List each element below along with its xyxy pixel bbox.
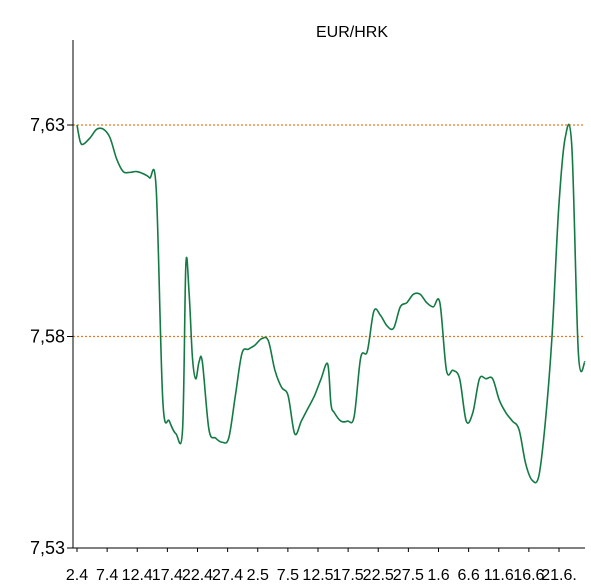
x-tick-label: 12.5 xyxy=(302,567,333,584)
x-tick-labels: 2.4 7.4 12.417.422.427.4 2.5 7.5 12.517.522.5… xyxy=(66,567,577,584)
series-line xyxy=(76,123,586,484)
y-tick-label: 7,63 xyxy=(30,115,65,135)
x-tick-label: 6.6 xyxy=(458,567,480,584)
y-tick-label: 7,58 xyxy=(30,327,65,347)
x-tick-label: 22.5 xyxy=(363,567,394,584)
chart-title: EUR/HRK xyxy=(316,24,388,41)
x-tick-label: 7.5 xyxy=(277,567,299,584)
x-tick-label: 16.6 xyxy=(513,567,544,584)
y-tick-label: 7,53 xyxy=(30,538,65,558)
x-tick-label: 27.5 xyxy=(393,567,424,584)
x-tick-label: 1.6 xyxy=(427,567,449,584)
x-tick-label: 22.4 xyxy=(182,567,213,584)
axes xyxy=(67,40,585,552)
x-tick-label: 27.4 xyxy=(212,567,243,584)
x-tick-label: 11.6 xyxy=(484,567,514,584)
y-tick-labels: 7,53 7,58 7,63 xyxy=(30,115,65,558)
x-tick-label: 2.5 xyxy=(247,567,269,584)
x-tick-label: 21.6. xyxy=(541,567,577,584)
x-tick-label: 7.4 xyxy=(96,567,118,584)
x-tick-label: 17.5 xyxy=(333,567,364,584)
x-tick-label: 2.4 xyxy=(66,567,88,584)
reference-lines xyxy=(73,124,585,338)
series-group xyxy=(76,123,586,484)
x-tick-label: 17.4 xyxy=(152,567,183,584)
x-tick-label: 12.4 xyxy=(122,567,153,584)
